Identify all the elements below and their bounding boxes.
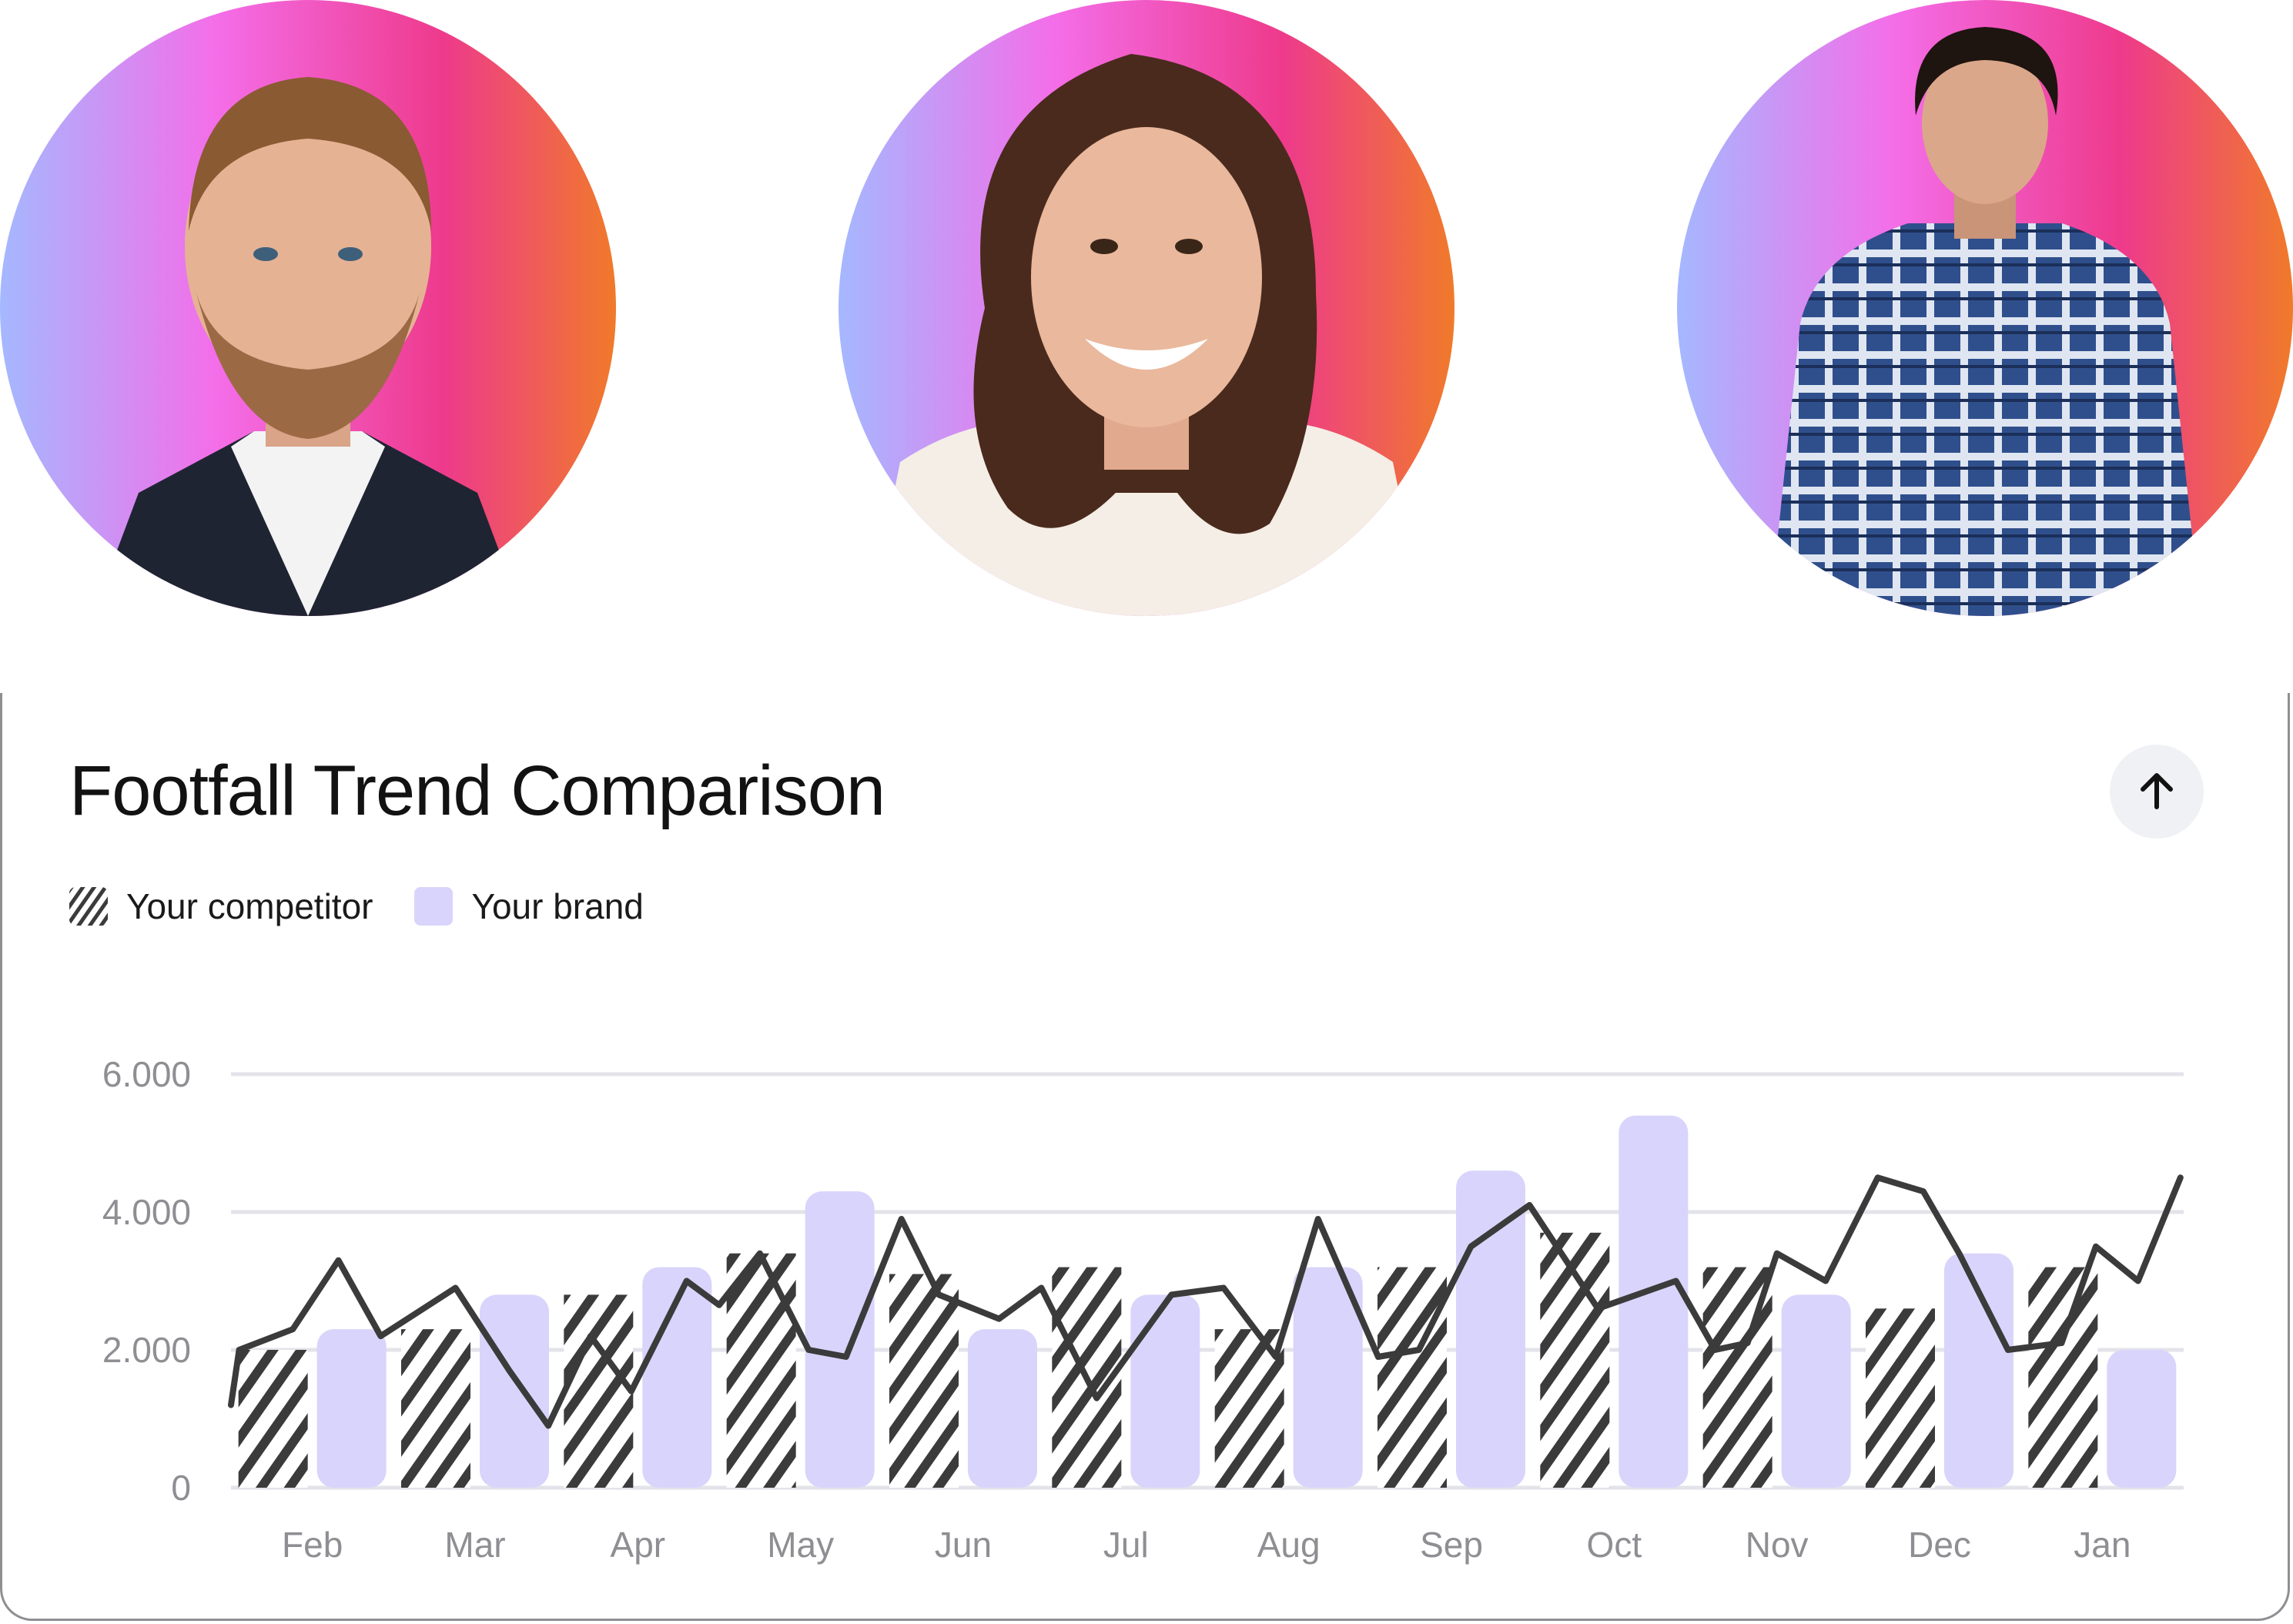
brand-bar <box>2107 1350 2177 1488</box>
x-tick-label: Mar <box>444 1525 505 1565</box>
brand-bar <box>316 1329 387 1488</box>
brand-bar <box>968 1329 1037 1488</box>
x-tick-label: Jun <box>935 1525 992 1565</box>
x-tick-label: Jul <box>1103 1525 1149 1565</box>
brand-bar <box>642 1267 712 1488</box>
brand-bar <box>1781 1294 1851 1488</box>
x-tick-label: Dec <box>1908 1525 1971 1565</box>
avatar-man-plaid-shirt <box>1677 0 2293 616</box>
competitor-bar <box>238 1350 308 1488</box>
brand-swatch <box>414 887 454 926</box>
brand-bar <box>480 1294 549 1488</box>
hatched-swatch <box>69 887 108 926</box>
brand-bar <box>1130 1294 1200 1488</box>
brand-bar <box>805 1191 875 1488</box>
x-tick-label: Sep <box>1420 1525 1483 1565</box>
x-tick-label: Nov <box>1746 1525 1809 1565</box>
arrow-up-icon <box>2141 773 2173 809</box>
competitor-bar <box>889 1274 959 1488</box>
competitor-bar <box>2028 1267 2098 1488</box>
trend-line <box>228 1174 2184 1429</box>
legend-item-brand: Your brand <box>414 886 644 927</box>
competitor-bar <box>564 1294 634 1488</box>
legend-label-competitor: Your competitor <box>126 886 373 926</box>
brand-bar <box>1618 1115 1689 1488</box>
competitor-bar <box>1866 1308 1935 1488</box>
legend-label-brand: Your brand <box>471 886 644 926</box>
competitor-bar <box>726 1253 796 1488</box>
x-tick-label: Oct <box>1587 1525 1642 1565</box>
x-tick-label: May <box>767 1525 834 1565</box>
chart-title: Footfall Trend Comparison <box>69 752 885 830</box>
x-tick-label: Jan <box>2074 1525 2131 1565</box>
brand-bar <box>1293 1267 1363 1488</box>
y-tick-label: 4.000 <box>102 1192 191 1232</box>
brand-bar <box>1456 1170 1525 1488</box>
x-tick-label: Apr <box>611 1525 666 1565</box>
brand-bar <box>1944 1253 2013 1488</box>
avatar-man-suit <box>0 0 616 616</box>
chart-legend: Your competitor Your brand <box>69 886 685 927</box>
scroll-up-button[interactable] <box>2110 745 2204 839</box>
competitor-bar <box>401 1329 470 1488</box>
y-tick-label: 2.000 <box>102 1330 191 1370</box>
y-tick-label: 0 <box>171 1468 191 1508</box>
x-tick-label: Aug <box>1257 1525 1321 1565</box>
y-tick-label: 6.000 <box>102 1054 191 1094</box>
avatar-woman-smiling <box>839 0 1454 616</box>
competitor-bar <box>1377 1267 1447 1488</box>
legend-item-competitor: Your competitor <box>69 886 373 927</box>
x-tick-label: Feb <box>282 1525 343 1565</box>
